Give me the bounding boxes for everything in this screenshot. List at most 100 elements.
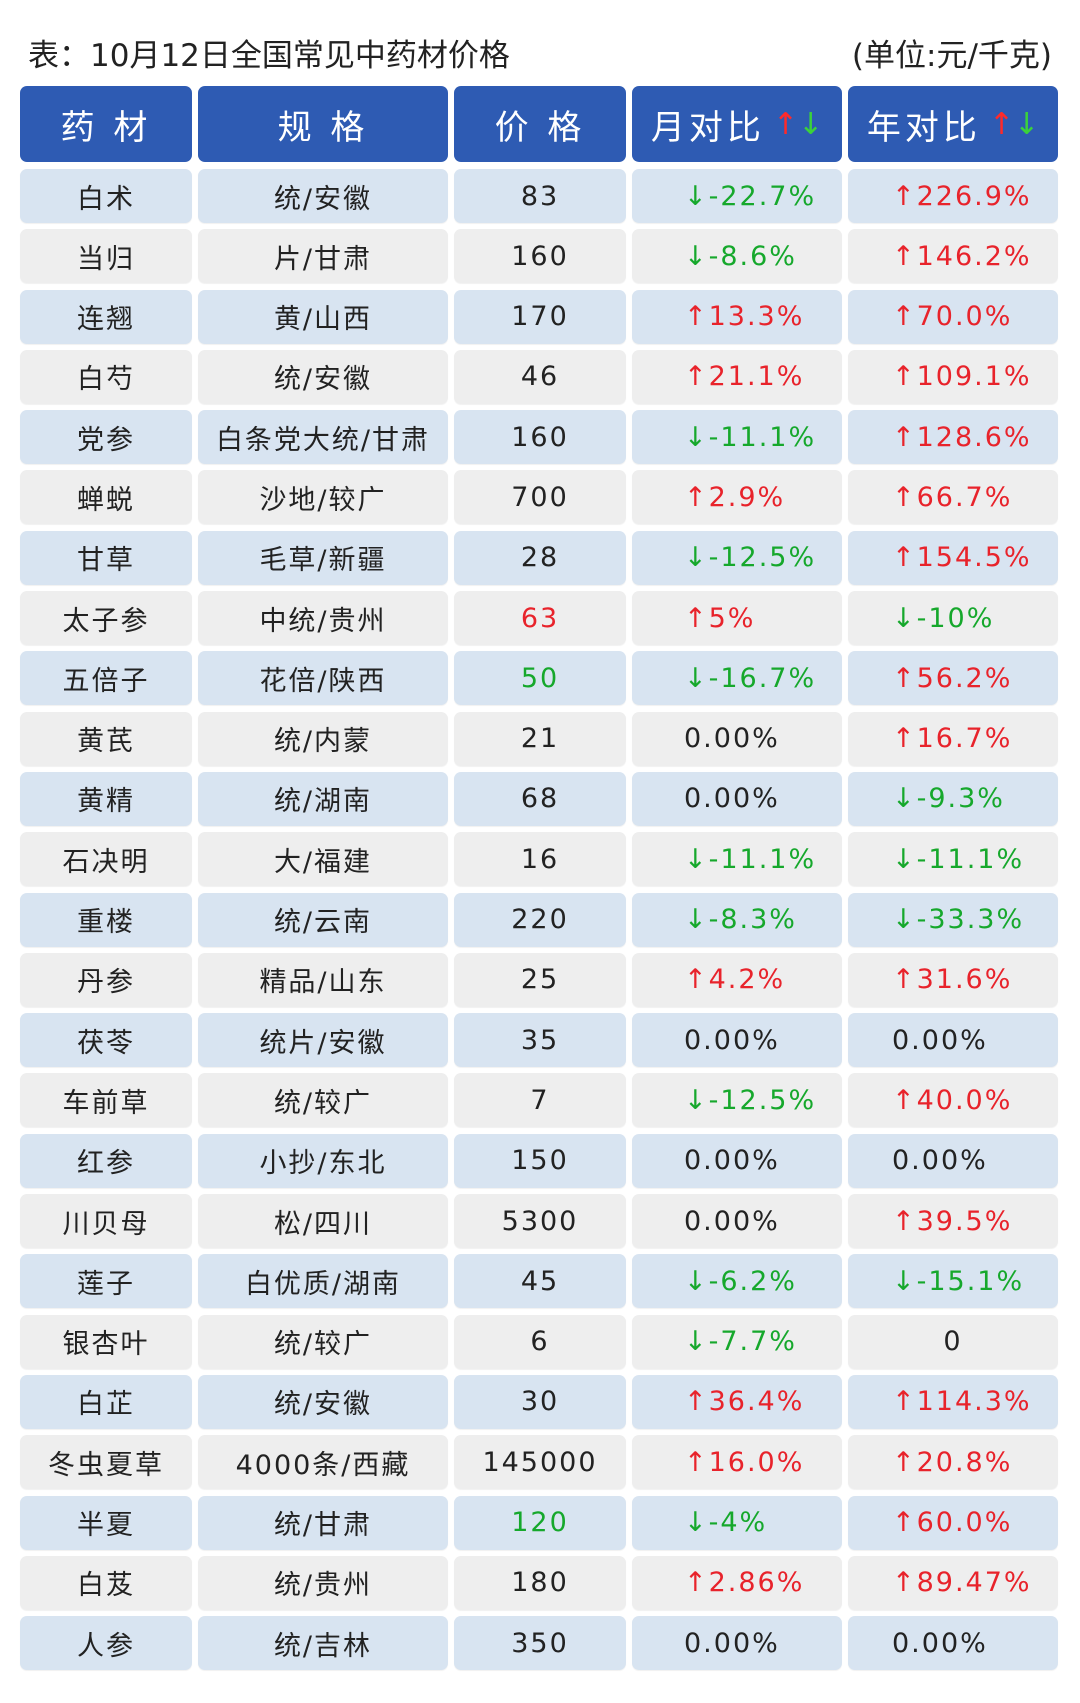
herb-name-cell: 连翘 xyxy=(20,289,192,344)
price-cell: 83 xyxy=(454,169,626,223)
month-change-cell: ↓-7.7% xyxy=(632,1314,842,1369)
price-cell: 35 xyxy=(454,1013,626,1068)
year-change-cell: ↑70.0% xyxy=(848,289,1058,344)
year-change-cell: 0 xyxy=(848,1314,1058,1369)
month-change-cell: ↓-12.5% xyxy=(632,530,842,585)
price-cell: 21 xyxy=(454,711,626,766)
herb-name-cell: 甘草 xyxy=(20,530,192,585)
price-table: 药 材 规 格 价 格 月对比 ↑↓ 年对比 ↑↓ 白术 统/安徽 83 ↓-22.7… xyxy=(20,86,1058,1676)
header-mom-label: 月对比 xyxy=(650,107,765,148)
spec-cell: 统/吉林 xyxy=(198,1616,448,1671)
spec-cell: 黄/山西 xyxy=(198,289,448,344)
price-cell: 700 xyxy=(454,470,626,525)
year-change-cell: 0.00% xyxy=(848,1133,1058,1188)
price-cell: 5300 xyxy=(454,1194,626,1249)
header-price: 价 格 xyxy=(454,86,626,162)
year-change-cell: ↑226.9% xyxy=(848,169,1058,223)
herb-name-cell: 石决明 xyxy=(20,832,192,887)
spec-cell: 统/较广 xyxy=(198,1073,448,1128)
table-title: 表：10月12日全国常见中药材价格 xyxy=(28,37,510,74)
spec-cell: 小抄/东北 xyxy=(198,1133,448,1188)
spec-cell: 毛草/新疆 xyxy=(198,530,448,585)
year-change-cell: ↑89.47% xyxy=(848,1555,1058,1610)
price-cell: 145000 xyxy=(454,1435,626,1490)
month-change-cell: ↓-8.6% xyxy=(632,229,842,284)
month-change-cell: ↓-8.3% xyxy=(632,892,842,947)
year-change-cell: ↑20.8% xyxy=(848,1435,1058,1490)
arrow-up-icon: ↑ xyxy=(772,106,798,142)
month-change-cell: ↑2.9% xyxy=(632,470,842,525)
price-cell: 160 xyxy=(454,229,626,284)
month-change-cell: ↑13.3% xyxy=(632,289,842,344)
herb-name-cell: 白芨 xyxy=(20,1555,192,1610)
year-change-cell: ↑39.5% xyxy=(848,1194,1058,1249)
price-cell: 30 xyxy=(454,1374,626,1429)
month-change-cell: 0.00% xyxy=(632,1013,842,1068)
herb-name-cell: 党参 xyxy=(20,410,192,465)
month-change-cell: ↓-4% xyxy=(632,1495,842,1550)
herb-name-cell: 半夏 xyxy=(20,1495,192,1550)
price-cell: 7 xyxy=(454,1073,626,1128)
price-cell: 46 xyxy=(454,349,626,404)
herb-name-cell: 冬虫夏草 xyxy=(20,1435,192,1490)
spec-cell: 4000条/西藏 xyxy=(198,1435,448,1490)
spec-cell: 统/甘肃 xyxy=(198,1495,448,1550)
price-cell: 28 xyxy=(454,530,626,585)
herb-name-cell: 人参 xyxy=(20,1616,192,1671)
herb-name-cell: 黄精 xyxy=(20,771,192,826)
price-cell: 16 xyxy=(454,832,626,887)
month-change-cell: ↓-6.2% xyxy=(632,1254,842,1309)
price-cell: 6 xyxy=(454,1314,626,1369)
month-change-cell: 0.00% xyxy=(632,1133,842,1188)
header-price-label: 价 格 xyxy=(494,107,586,148)
herb-name-cell: 茯苓 xyxy=(20,1013,192,1068)
year-change-cell: ↑56.2% xyxy=(848,651,1058,706)
trend-arrows-icon: ↑↓ xyxy=(989,107,1039,142)
herb-name-cell: 黄芪 xyxy=(20,711,192,766)
spec-cell: 统/湖南 xyxy=(198,771,448,826)
year-change-cell: ↑31.6% xyxy=(848,952,1058,1007)
price-cell: 45 xyxy=(454,1254,626,1309)
price-cell: 120 xyxy=(454,1495,626,1550)
month-change-cell: ↓-12.5% xyxy=(632,1073,842,1128)
arrow-down-icon: ↓ xyxy=(798,106,824,142)
month-change-cell: ↓-16.7% xyxy=(632,651,842,706)
price-cell: 68 xyxy=(454,771,626,826)
header-herb-label: 药 材 xyxy=(60,107,152,148)
unit-label: (单位:元/千克) xyxy=(851,37,1052,74)
year-change-cell: ↓-10% xyxy=(848,591,1058,646)
price-cell: 50 xyxy=(454,651,626,706)
month-change-cell: ↓-11.1% xyxy=(632,410,842,465)
price-cell: 220 xyxy=(454,892,626,947)
price-cell: 170 xyxy=(454,289,626,344)
herb-name-cell: 当归 xyxy=(20,229,192,284)
month-change-cell: ↑36.4% xyxy=(632,1374,842,1429)
herb-name-cell: 太子参 xyxy=(20,591,192,646)
spec-cell: 花倍/陕西 xyxy=(198,651,448,706)
header-yoy-label: 年对比 xyxy=(866,107,981,148)
price-cell: 160 xyxy=(454,410,626,465)
header-yoy: 年对比 ↑↓ xyxy=(848,86,1058,162)
spec-cell: 松/四川 xyxy=(198,1194,448,1249)
herb-name-cell: 重楼 xyxy=(20,892,192,947)
month-change-cell: ↑4.2% xyxy=(632,952,842,1007)
arrow-up-icon: ↑ xyxy=(988,106,1014,142)
price-cell: 63 xyxy=(454,591,626,646)
year-change-cell: ↑40.0% xyxy=(848,1073,1058,1128)
month-change-cell: 0.00% xyxy=(632,771,842,826)
spec-cell: 统/安徽 xyxy=(198,349,448,404)
herb-name-cell: 莲子 xyxy=(20,1254,192,1309)
spec-cell: 精品/山东 xyxy=(198,952,448,1007)
spec-cell: 统/安徽 xyxy=(198,1374,448,1429)
year-change-cell: 0.00% xyxy=(848,1616,1058,1671)
year-change-cell: ↑109.1% xyxy=(848,349,1058,404)
year-change-cell: ↑146.2% xyxy=(848,229,1058,284)
spec-cell: 统/安徽 xyxy=(198,169,448,223)
herb-name-cell: 红参 xyxy=(20,1133,192,1188)
year-change-cell: ↑154.5% xyxy=(848,530,1058,585)
spec-cell: 统/较广 xyxy=(198,1314,448,1369)
header-mom: 月对比 ↑↓ xyxy=(632,86,842,162)
spec-cell: 统/云南 xyxy=(198,892,448,947)
herb-name-cell: 丹参 xyxy=(20,952,192,1007)
herb-name-cell: 川贝母 xyxy=(20,1194,192,1249)
